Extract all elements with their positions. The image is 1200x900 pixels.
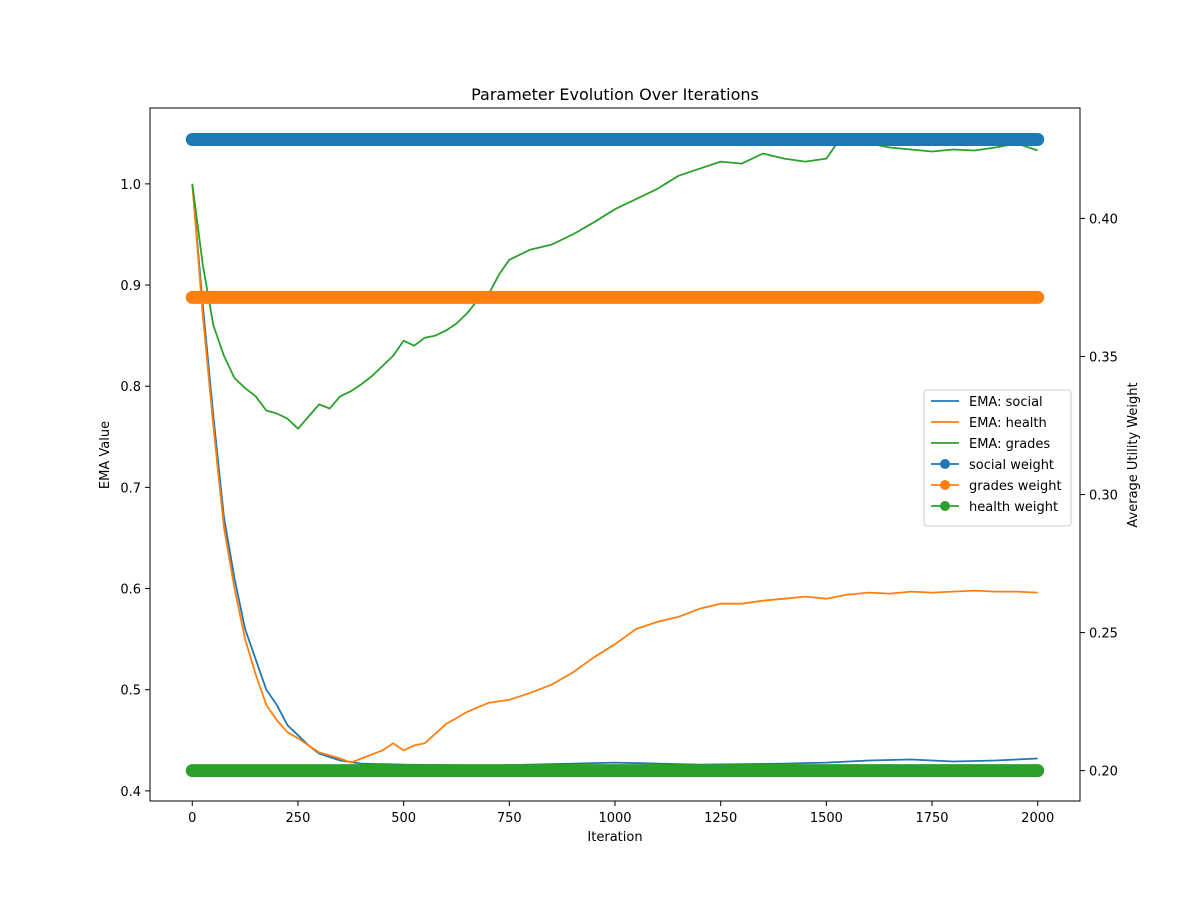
y-tick-label: 0.7 [120, 481, 141, 496]
y2-tick-label: 0.35 [1089, 350, 1118, 365]
x-axis: 0 250 500 750 1000 1250 1500 1750 2000 [188, 801, 1054, 826]
y2-tick-label: 0.40 [1089, 212, 1118, 227]
chart-title: Parameter Evolution Over Iterations [471, 85, 759, 104]
legend: EMA: social EMA: health EMA: grades social … [923, 389, 1072, 527]
y2-tick-label: 0.25 [1089, 627, 1118, 642]
legend-marker [940, 459, 950, 469]
x-tick-label: 1250 [704, 811, 737, 826]
y-tick-label: 0.8 [120, 380, 141, 395]
y-tick-label: 0.5 [120, 684, 141, 699]
legend-label: EMA: grades [969, 437, 1050, 452]
y2-tick-label: 0.20 [1089, 765, 1118, 780]
x-tick-label: 750 [497, 811, 522, 826]
x-axis-label: Iteration [587, 830, 642, 845]
series-line-ema-health [191, 183, 1038, 764]
legend-label: health weight [969, 500, 1058, 515]
legend-label: grades weight [969, 479, 1062, 494]
legend-label: EMA: health [969, 416, 1047, 431]
y-tick-label: 0.6 [120, 583, 141, 598]
series-line-ema-social [191, 183, 1038, 767]
x-tick-label: 2000 [1021, 811, 1054, 826]
y-tick-label: 0.4 [120, 785, 141, 800]
x-tick-label: 1000 [598, 811, 631, 826]
legend-marker [940, 501, 950, 511]
y-axis-left: 0.4 0.5 0.6 0.7 0.8 0.9 1.0 [120, 178, 150, 800]
series-layer [185, 132, 1045, 778]
legend-marker [940, 480, 950, 490]
x-tick-label: 1750 [915, 811, 948, 826]
legend-frame [923, 389, 1072, 527]
legend-label: social weight [969, 458, 1054, 473]
y-tick-label: 1.0 [120, 178, 141, 193]
x-tick-label: 0 [188, 811, 196, 826]
y-axis-label: EMA Value [98, 421, 113, 489]
x-tick-label: 250 [286, 811, 311, 826]
x-tick-label: 500 [391, 811, 416, 826]
y2-tick-label: 0.30 [1089, 489, 1118, 504]
y-tick-label: 0.9 [120, 279, 141, 294]
y-axis-right: 0.20 0.25 0.30 0.35 0.40 [1080, 212, 1118, 780]
x-tick-label: 1500 [810, 811, 843, 826]
y2-axis-label: Average Utility Weight [1126, 382, 1141, 527]
legend-label: EMA: social [969, 395, 1043, 410]
